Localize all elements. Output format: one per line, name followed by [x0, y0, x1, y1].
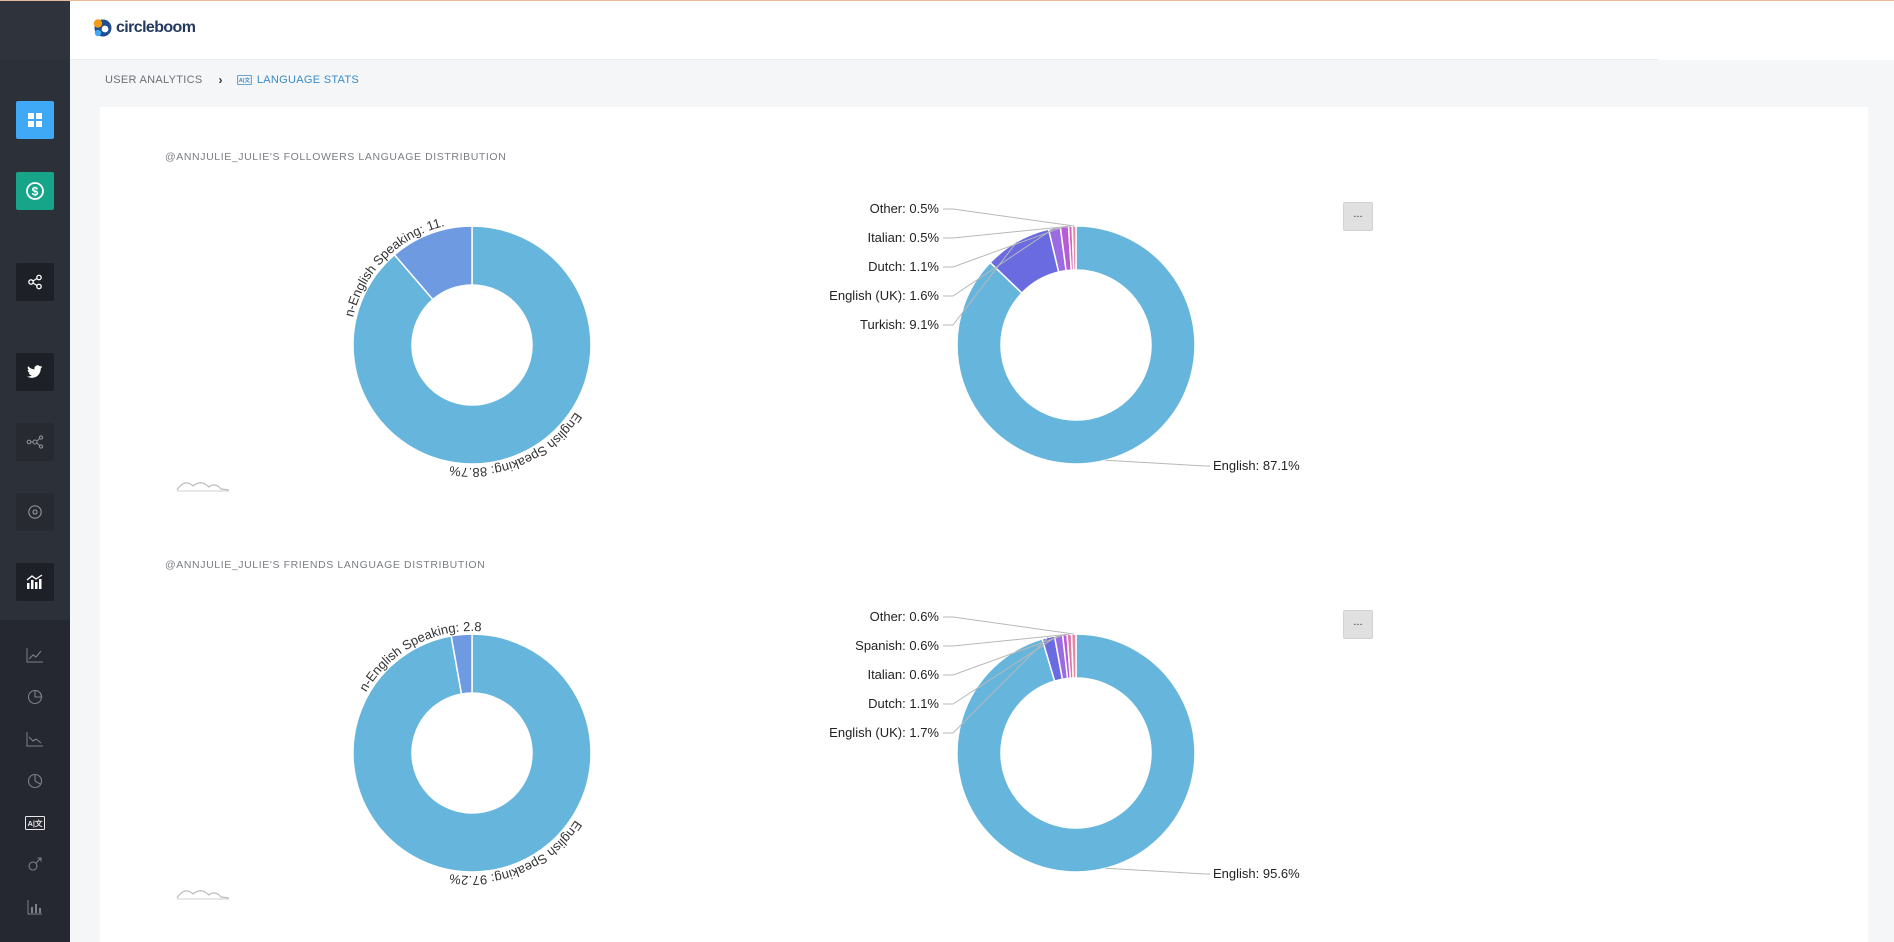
- donut-chart-4: Other: 0.6% Spanish: 0.6% Italian: 0.6% Dut…: [829, 609, 1300, 881]
- connector-turkish: [943, 241, 1018, 326]
- sidebar-item-analytics[interactable]: [16, 563, 54, 601]
- network-icon: [26, 435, 44, 449]
- sidebar: $: [0, 0, 70, 942]
- connector-english: [1105, 867, 1210, 875]
- data-label-dutch: Dutch: 1.1%: [868, 259, 939, 274]
- sidebar-item-billing[interactable]: $: [16, 172, 54, 210]
- data-label-english: English: 87.1%: [1213, 458, 1300, 473]
- connector-dutch: [943, 226, 1065, 268]
- sidebar-subitem-decline[interactable]: [20, 724, 50, 754]
- slice-english-speaking[interactable]: [352, 225, 592, 465]
- slice-non-english-speaking[interactable]: [393, 225, 473, 301]
- app-logo[interactable]: circleboom: [92, 17, 196, 39]
- data-label-spanish: Spanish: 0.6%: [855, 638, 939, 653]
- slice-other[interactable]: [1070, 633, 1077, 679]
- breadcrumb-separator-icon: ›: [218, 73, 223, 87]
- svg-text:$: $: [32, 185, 39, 199]
- pie-clock-icon: [27, 689, 43, 705]
- trend-up-icon: [26, 648, 43, 663]
- connector-english: [1105, 459, 1210, 467]
- breadcrumb-user-analytics[interactable]: USER ANALYTICS: [105, 74, 203, 86]
- sidebar-subitem-growth[interactable]: [20, 640, 50, 670]
- svg-text:A|文: A|文: [239, 76, 251, 84]
- target-icon: [28, 505, 42, 519]
- header-divider: [70, 59, 1658, 60]
- language-icon: A|文: [25, 816, 45, 830]
- breadcrumb: USER ANALYTICS › A|文 LANGUAGE STATS: [105, 73, 359, 87]
- connector-other: [943, 616, 1074, 635]
- followers-section-title: @ANNJULIE_JULIE'S FOLLOWERS LANGUAGE DIS…: [165, 151, 507, 163]
- sidebar-subitem-language-stats[interactable]: A|文: [20, 808, 50, 838]
- breadcrumb-current-label: LANGUAGE STATS: [256, 74, 360, 86]
- data-label-italian: Italian: 0.5%: [867, 230, 939, 245]
- connector-other: [943, 208, 1075, 227]
- dollar-icon: $: [26, 182, 44, 200]
- data-label-english-uk: English (UK): 1.7%: [829, 725, 939, 740]
- sidebar-subitem-gender[interactable]: [20, 850, 50, 880]
- sidebar-subitem-statistics[interactable]: [20, 892, 50, 922]
- sidebar-item-twitter[interactable]: [16, 353, 54, 391]
- sidebar-item-network[interactable]: [16, 423, 54, 461]
- data-label-italian: Italian: 0.6%: [867, 667, 939, 682]
- data-label-dutch: Dutch: 1.1%: [868, 696, 939, 711]
- twitter-icon: [27, 365, 43, 378]
- analytics-icon: [26, 574, 43, 589]
- breadcrumb-language-stats[interactable]: A|文 LANGUAGE STATS: [237, 74, 359, 86]
- logo-text: circleboom: [116, 19, 196, 36]
- gender-icon: [28, 857, 42, 871]
- top-accent-line: [0, 0, 1894, 1]
- sidebar-subitem-distribution[interactable]: [20, 766, 50, 796]
- connector-english-uk: [943, 227, 1055, 297]
- slice-english-speaking[interactable]: [352, 633, 592, 873]
- donut-chart-2: Other: 0.5% Italian: 0.5% Dutch: 1.1% Engli…: [829, 201, 1300, 473]
- circleboom-logo-icon: [93, 19, 112, 37]
- sidebar-item-dashboard[interactable]: [16, 101, 54, 139]
- sidebar-item-share[interactable]: [16, 263, 54, 301]
- chart-loading-sparkline-icon: [176, 482, 230, 492]
- top-header: [70, 1, 1894, 60]
- connector-dutch: [943, 634, 1059, 705]
- friends-chart-menu-button[interactable]: ...: [1343, 610, 1373, 639]
- sidebar-submenu: A|文: [0, 620, 70, 942]
- slice-english[interactable]: [956, 225, 1196, 465]
- followers-chart-menu-button[interactable]: ...: [1343, 202, 1373, 231]
- slice-non-english-speaking[interactable]: [450, 633, 473, 695]
- data-label-english-uk: English (UK): 1.6%: [829, 288, 939, 303]
- slice-other[interactable]: [1071, 225, 1077, 271]
- language-icon: A|文: [237, 75, 252, 85]
- sidebar-subitem-activity[interactable]: [20, 682, 50, 712]
- data-label-english: English: 95.6%: [1213, 866, 1300, 881]
- chart-loading-sparkline-icon: [176, 890, 230, 900]
- sidebar-item-target[interactable]: [16, 493, 54, 531]
- connector-italian: [943, 225, 1071, 239]
- connector-italian: [943, 634, 1065, 676]
- connector-english-uk: [943, 636, 1049, 734]
- data-label-non-english-speaking: Non-English Speaking: 11.3%: [0, 0, 446, 318]
- data-label-other: Other: 0.6%: [870, 609, 940, 624]
- share-icon: [28, 274, 42, 290]
- friends-section-title: @ANNJULIE_JULIE'S FRIENDS LANGUAGE DISTR…: [165, 559, 486, 571]
- svg-text:A|文: A|文: [27, 818, 43, 828]
- connector-spanish: [943, 633, 1070, 647]
- trend-down-icon: [26, 732, 43, 747]
- donut-chart-1: English Speaking: 88.7%Non-English Speak…: [0, 0, 592, 480]
- bar-chart-icon: [27, 900, 42, 915]
- slice-english[interactable]: [956, 633, 1196, 873]
- pie-icon: [27, 773, 43, 789]
- data-label-other: Other: 0.5%: [870, 201, 940, 216]
- sidebar-header: [0, 0, 70, 60]
- dashboard-icon: [28, 113, 42, 127]
- data-label-turkish: Turkish: 9.1%: [860, 317, 939, 332]
